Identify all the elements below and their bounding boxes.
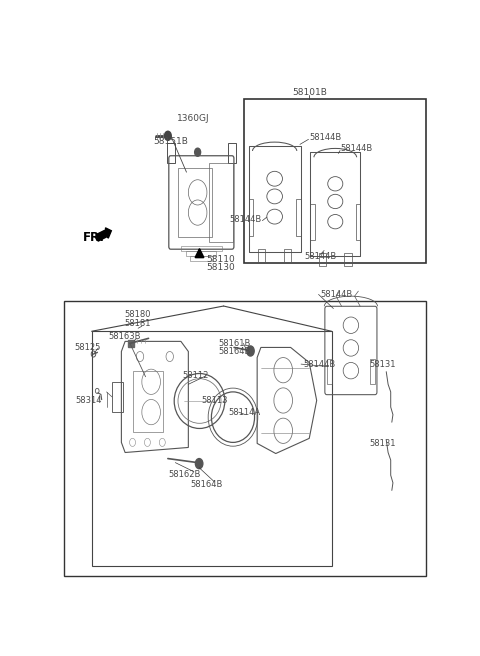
Text: 58161B: 58161B [218, 339, 250, 348]
Bar [128, 340, 134, 347]
Text: 58164B: 58164B [218, 348, 250, 356]
Circle shape [195, 148, 201, 156]
Text: 58144B: 58144B [341, 144, 373, 153]
Text: 58180: 58180 [125, 310, 151, 319]
Bar [327, 359, 332, 384]
Text: 58144B: 58144B [309, 133, 341, 142]
Text: 58125: 58125 [75, 344, 101, 352]
Bar [310, 152, 360, 256]
Bar [186, 251, 216, 256]
Bar [249, 199, 253, 236]
Text: 58144B: 58144B [229, 215, 262, 224]
Text: 1360GJ: 1360GJ [177, 114, 210, 123]
Text: 58162B: 58162B [168, 470, 201, 479]
Text: 58164B: 58164B [191, 480, 223, 489]
Text: 58113: 58113 [201, 396, 228, 405]
Text: 58181: 58181 [125, 319, 151, 328]
Bar [181, 245, 222, 251]
Text: 58314: 58314 [75, 396, 102, 405]
Circle shape [195, 459, 203, 468]
Text: 58110: 58110 [206, 255, 235, 264]
Bar [167, 143, 175, 163]
Bar [370, 359, 375, 384]
Bar [209, 163, 233, 241]
Bar [284, 249, 291, 262]
Bar [178, 169, 212, 237]
Text: 58131: 58131 [370, 439, 396, 448]
Bar [132, 371, 163, 432]
Bar [249, 146, 300, 252]
Text: 58144B: 58144B [321, 290, 353, 299]
Bar [310, 204, 314, 240]
FancyArrow shape [96, 228, 111, 241]
Text: 58130: 58130 [206, 263, 235, 272]
Bar [112, 382, 123, 412]
Bar [64, 301, 426, 576]
Circle shape [165, 131, 171, 140]
Text: 58163B: 58163B [109, 332, 141, 341]
Bar [356, 204, 360, 240]
Bar [92, 331, 332, 566]
Text: 58114A: 58114A [228, 407, 260, 417]
Bar [244, 99, 426, 263]
Circle shape [247, 346, 254, 356]
Text: 58144B: 58144B [304, 252, 336, 261]
Text: 58131: 58131 [370, 359, 396, 369]
Bar [228, 143, 236, 163]
Text: 58112: 58112 [182, 371, 209, 380]
Bar [319, 253, 326, 266]
Bar [296, 199, 300, 236]
Bar [344, 253, 351, 266]
Bar [258, 249, 265, 262]
Text: 58101B: 58101B [292, 89, 327, 97]
Text: 58151B: 58151B [154, 137, 189, 146]
Text: FR.: FR. [83, 232, 105, 244]
Bar [190, 256, 213, 261]
Text: 58144B: 58144B [303, 359, 335, 369]
